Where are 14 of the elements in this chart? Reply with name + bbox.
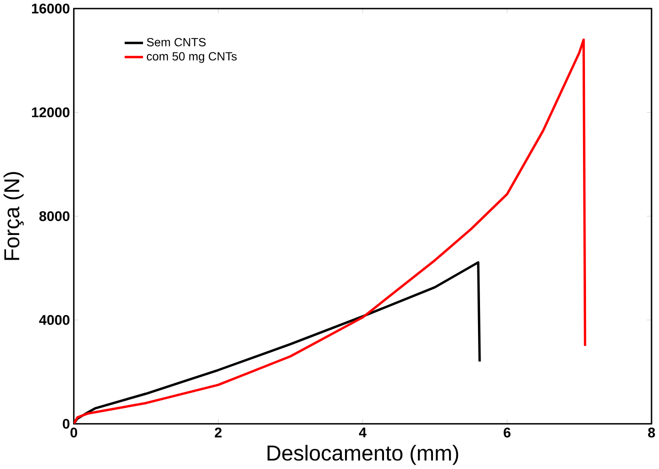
x-tick-label: 8 (648, 428, 655, 438)
legend-label: com 50 mg CNTs (146, 52, 237, 64)
legend-label: Sem CNTS (146, 38, 206, 47)
y-axis-title: Força (N) (4, 172, 24, 260)
y-tick-label: 8000 (39, 211, 70, 222)
x-tick-label: 2 (214, 428, 222, 438)
y-tick-label: 16000 (32, 4, 70, 14)
x-tick-label: 6 (504, 428, 510, 438)
x-tick-label: 0 (70, 428, 78, 438)
x-tick-label: 4 (359, 428, 366, 438)
x-axis-title: Deslocamento (mm) (268, 445, 458, 466)
y-tick-label: 12000 (32, 108, 70, 118)
y-tick-label: 0 (62, 419, 70, 429)
y-tick-label: 4000 (39, 315, 70, 326)
